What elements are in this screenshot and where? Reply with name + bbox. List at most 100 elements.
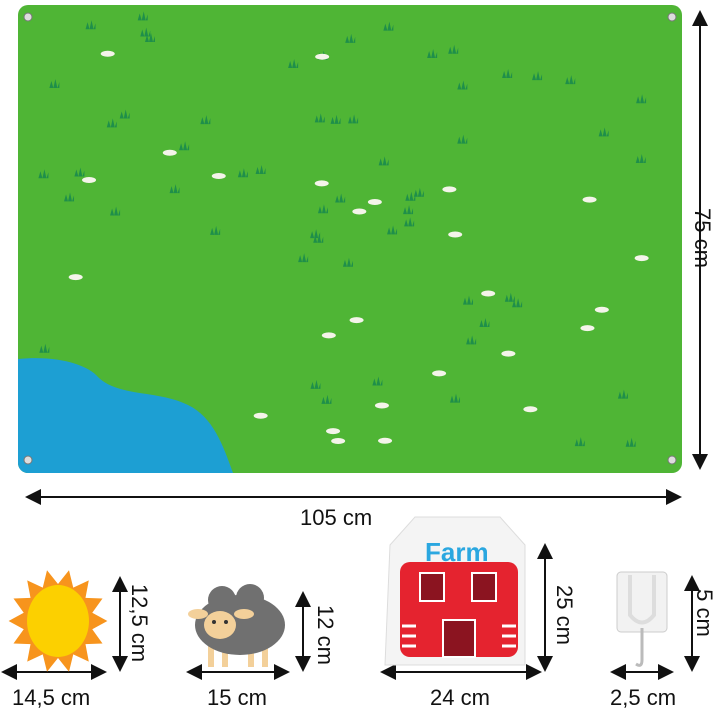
white-flower — [352, 208, 367, 215]
white-flower — [331, 438, 346, 445]
grass-tuft — [313, 233, 324, 243]
grass-tuft — [288, 58, 299, 68]
grass-tuft — [38, 169, 49, 179]
grass-tuft — [387, 225, 398, 235]
grass-tuft — [512, 298, 523, 308]
grass-tuft — [405, 191, 416, 201]
grass-tuft — [85, 20, 96, 30]
grass-tuft — [140, 27, 151, 37]
hook-width-label: 2,5 cm — [610, 685, 677, 710]
white-flower — [481, 290, 496, 297]
hook-height-label: 5 cm — [691, 589, 717, 637]
grommet — [667, 455, 677, 465]
grass-tuft — [179, 141, 190, 151]
pond — [18, 358, 233, 473]
grass-tuft — [39, 343, 50, 353]
white-flower — [432, 370, 447, 377]
white-flower — [582, 196, 597, 203]
grass-tuft — [200, 115, 211, 125]
grass-tuft — [310, 229, 321, 239]
white-flower — [523, 406, 538, 413]
grass-tuft — [565, 75, 576, 85]
hook-piece — [616, 571, 668, 667]
white-flower — [326, 428, 341, 435]
grass-tuft — [378, 156, 389, 166]
grass-tuft — [450, 393, 461, 403]
grommet — [23, 12, 33, 22]
grass-tuft — [145, 33, 156, 43]
grass-tuft — [317, 204, 328, 214]
grass-tuft — [110, 206, 121, 216]
grass-tuft — [502, 69, 513, 79]
grommet — [667, 12, 677, 22]
white-flower — [594, 306, 609, 313]
grass-tuft — [137, 11, 148, 21]
barn-width-label: 24 cm — [430, 685, 490, 710]
white-flower — [315, 53, 330, 60]
grass-tuft — [348, 114, 359, 124]
sun-height-label: 12,5 cm — [127, 583, 153, 663]
grass-tuft — [574, 437, 585, 447]
barn-piece — [384, 516, 526, 666]
grass-tuft — [64, 192, 75, 202]
white-flower — [253, 412, 268, 419]
grass-tuft — [466, 335, 477, 345]
white-flower — [634, 255, 649, 262]
white-flower — [349, 317, 364, 324]
grass-tuft — [532, 71, 543, 81]
white-flower — [100, 50, 115, 57]
board-decoration — [18, 11, 677, 473]
barn-height-label: 25 cm — [551, 585, 577, 645]
white-flower — [68, 274, 83, 281]
white-flower — [442, 186, 457, 193]
grass-tuft — [635, 153, 646, 163]
grass-tuft — [479, 317, 490, 327]
white-flower — [580, 325, 595, 332]
grass-tuft — [210, 225, 221, 235]
grass-tuft — [636, 94, 647, 104]
grass-tuft — [598, 127, 609, 137]
sun-center — [27, 585, 89, 657]
felt-board — [18, 5, 682, 473]
barn-sign-text: Farm — [425, 537, 489, 567]
grass-tuft — [74, 167, 85, 177]
grass-tuft — [314, 113, 325, 123]
grass-tuft — [345, 33, 356, 43]
grass-tuft — [457, 134, 468, 144]
grass-tuft — [504, 292, 515, 302]
grass-tuft — [403, 205, 414, 215]
white-flower — [321, 332, 336, 339]
grass-tuft — [321, 394, 332, 404]
white-flower — [367, 199, 382, 206]
grass-tuft — [625, 437, 636, 447]
grass-tuft — [427, 48, 438, 58]
sheep-width-label: 15 cm — [207, 685, 267, 710]
grommet — [23, 455, 33, 465]
white-flower — [501, 350, 516, 357]
grass-tuft — [237, 168, 248, 178]
grass-tuft — [448, 44, 459, 54]
board-height-label: 75 cm — [689, 208, 715, 268]
white-flower — [374, 402, 389, 409]
grass-tuft — [413, 187, 424, 197]
sheep-height-label: 12 cm — [312, 605, 338, 665]
grass-tuft — [255, 165, 266, 175]
grass-tuft — [342, 257, 353, 267]
grass-tuft — [462, 295, 473, 305]
grass-tuft — [404, 217, 415, 227]
white-flower — [211, 172, 226, 179]
grass-tuft — [330, 114, 341, 124]
grass-tuft — [617, 389, 628, 399]
grass-tuft — [372, 376, 383, 386]
white-flower — [314, 180, 329, 187]
grass-tuft — [298, 253, 309, 263]
grass-tuft — [457, 80, 468, 90]
board-width-label: 105 cm — [300, 505, 373, 530]
grass-tuft — [310, 379, 321, 389]
grass-tuft — [169, 184, 180, 194]
sun-width-label: 14,5 cm — [12, 685, 91, 710]
grass-tuft — [335, 193, 346, 203]
white-flower — [162, 149, 177, 156]
grass-tuft — [119, 109, 130, 119]
